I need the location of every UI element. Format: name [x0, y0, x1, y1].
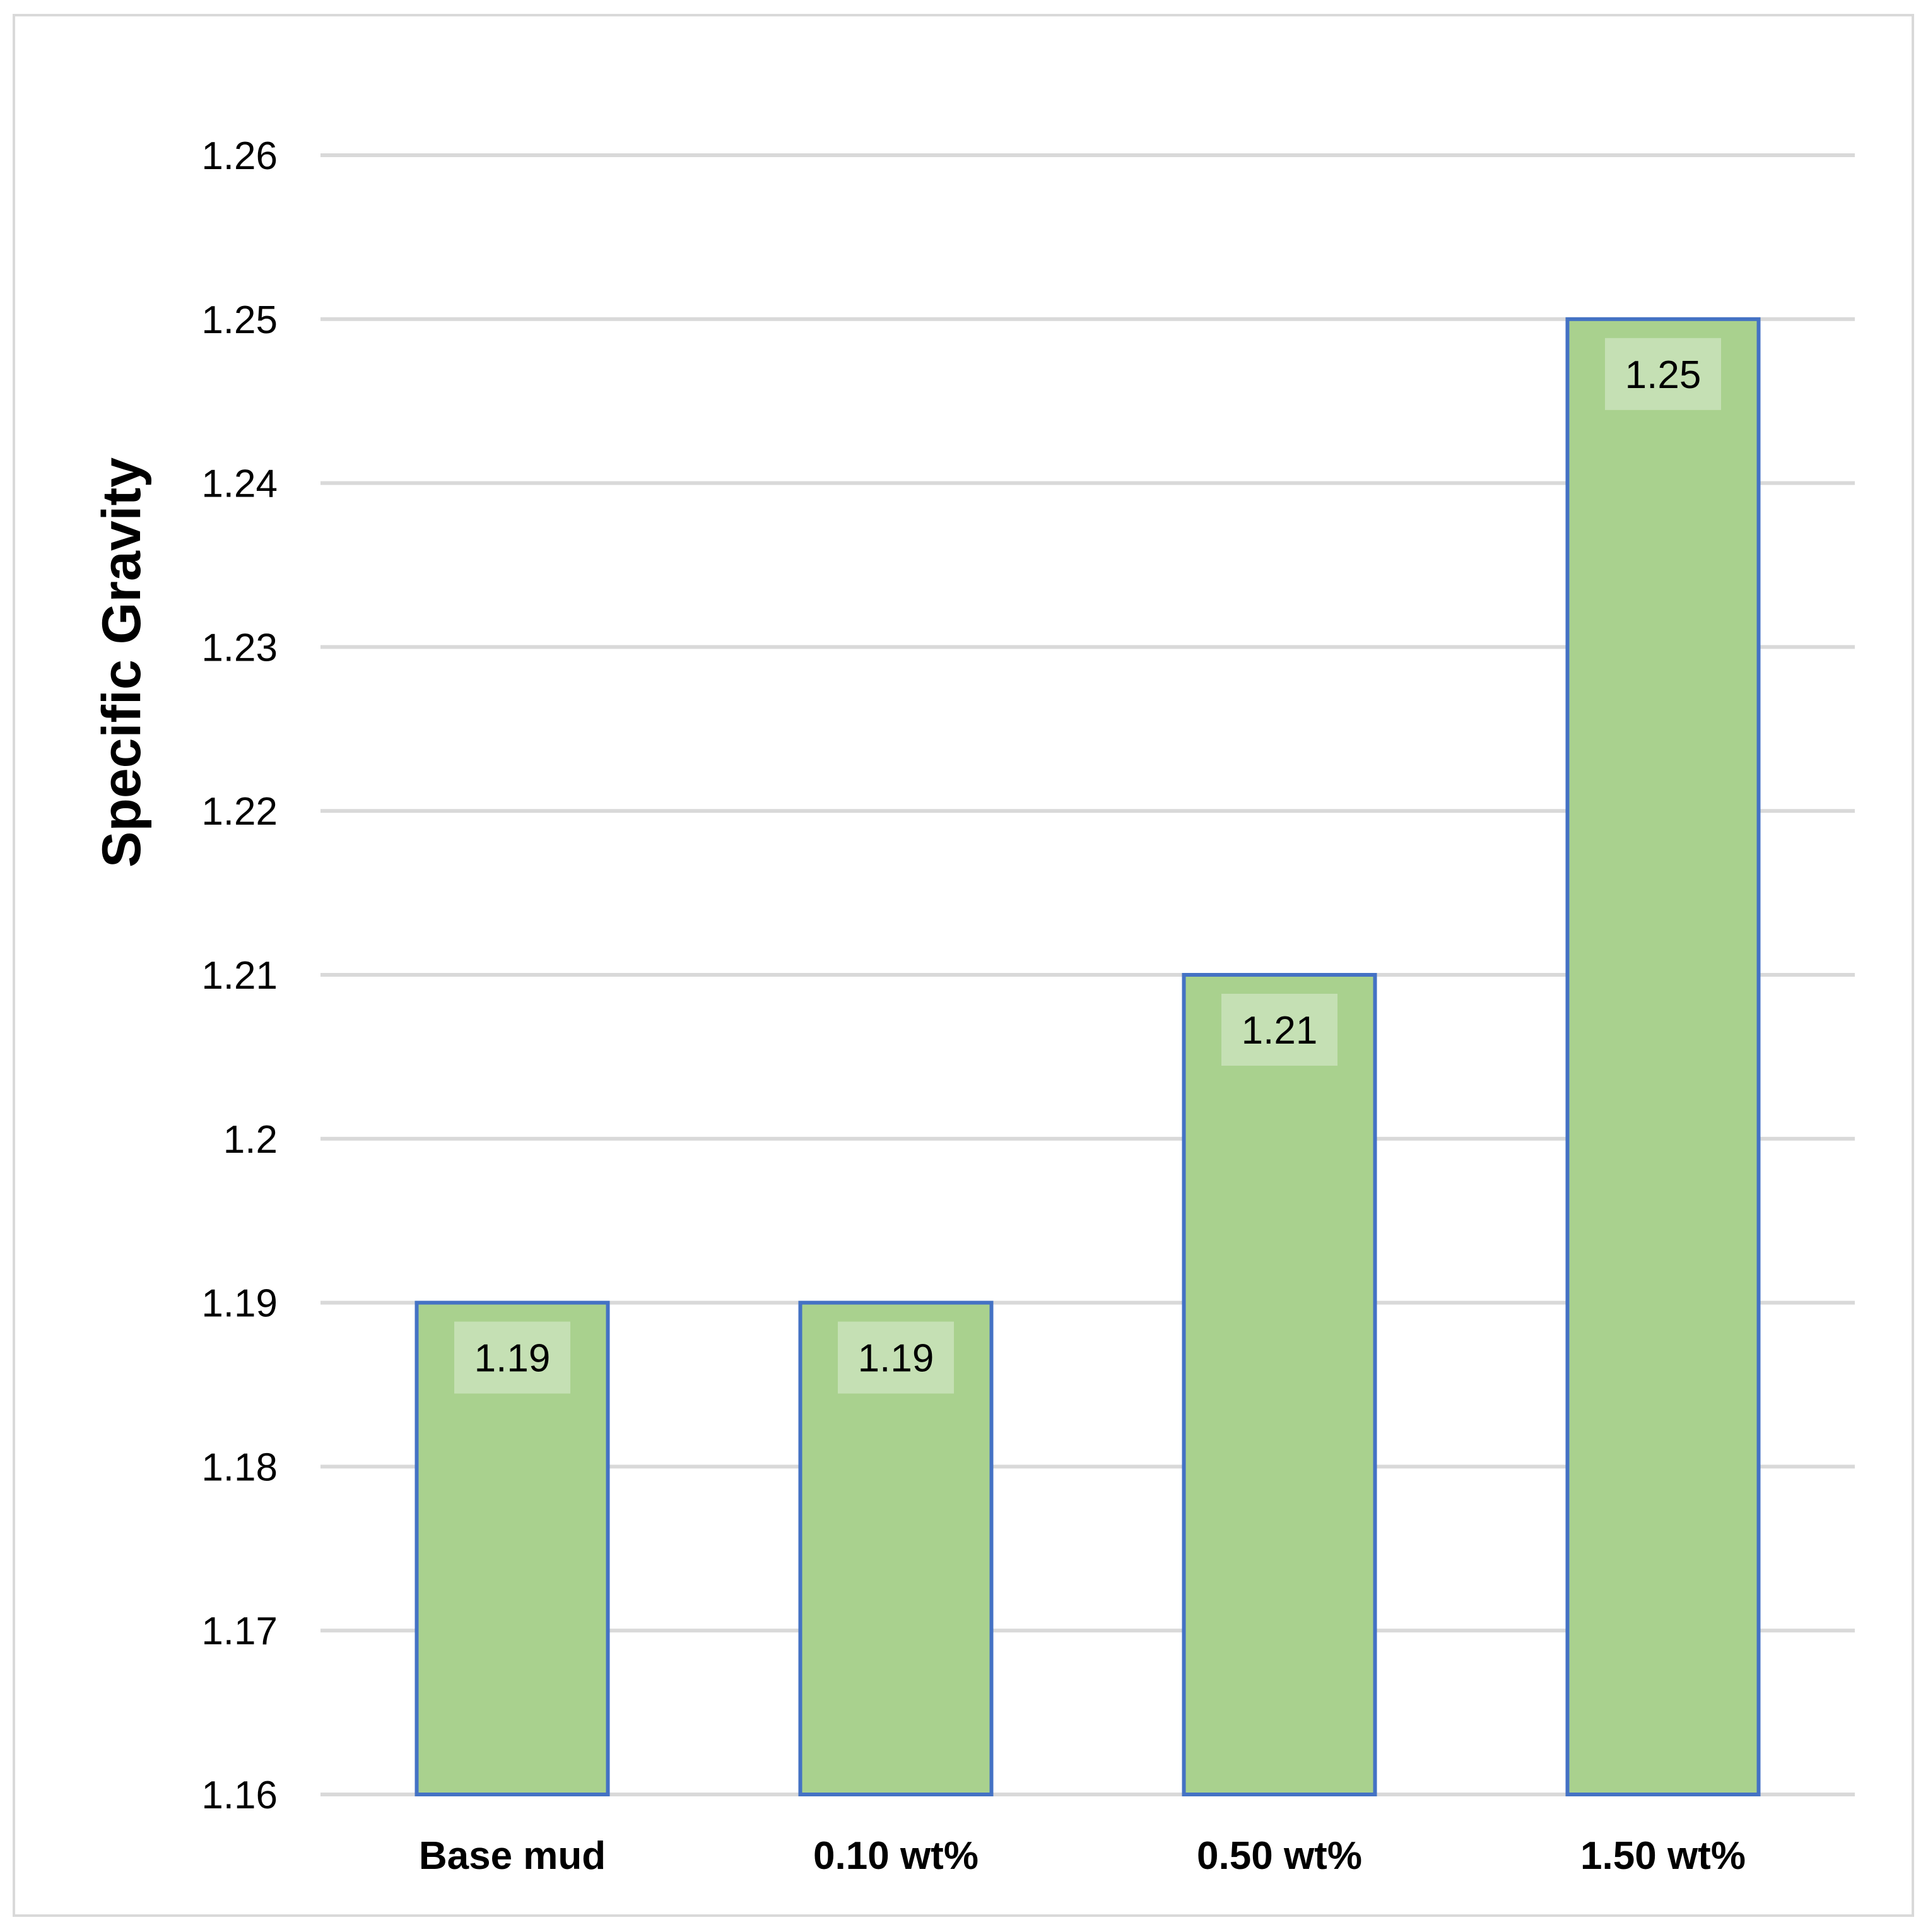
- bar: [1182, 973, 1377, 1796]
- bar: [1565, 317, 1761, 1796]
- y-tick-label: 1.24: [201, 462, 278, 506]
- bars: [414, 317, 1761, 1797]
- data-label-box: [1605, 338, 1721, 410]
- y-tick-label: 1.25: [201, 298, 278, 342]
- y-tick-label: 1.2: [223, 1118, 278, 1162]
- data-labels: 1.19 1.19 1.21 1.25: [454, 338, 1721, 1394]
- y-axis-title: Specific Gravity: [91, 457, 152, 868]
- y-tick-label: 1.22: [201, 790, 278, 833]
- y-tick-label: 1.16: [201, 1774, 278, 1817]
- x-category-label: 1.50 wt%: [1580, 1834, 1746, 1878]
- data-label: 1.21: [1242, 1009, 1318, 1052]
- data-label: 1.25: [1625, 353, 1702, 397]
- data-label-box: [838, 1321, 954, 1394]
- x-category-label: 0.50 wt%: [1197, 1834, 1362, 1878]
- y-tick-label: 1.23: [201, 626, 278, 669]
- x-category-label: 0.10 wt%: [813, 1834, 979, 1878]
- data-label-box: [454, 1321, 570, 1394]
- y-axis-tick-labels: 1.16 1.17 1.18 1.19 1.2 1.21 1.22 1.23 1.24 1.25 1…: [201, 134, 278, 1817]
- y-tick-label: 1.17: [201, 1610, 278, 1653]
- y-tick-label: 1.18: [201, 1446, 278, 1489]
- x-axis-category-labels: Base mud 0.10 wt% 0.50 wt% 1.50 wt%: [419, 1834, 1746, 1878]
- y-tick-label: 1.19: [201, 1282, 278, 1326]
- x-category-label: Base mud: [419, 1834, 606, 1878]
- y-tick-label: 1.21: [201, 954, 278, 998]
- data-label-box: [1221, 994, 1337, 1066]
- data-label: 1.19: [858, 1337, 934, 1381]
- data-label: 1.19: [474, 1337, 551, 1381]
- y-tick-label: 1.26: [201, 134, 278, 178]
